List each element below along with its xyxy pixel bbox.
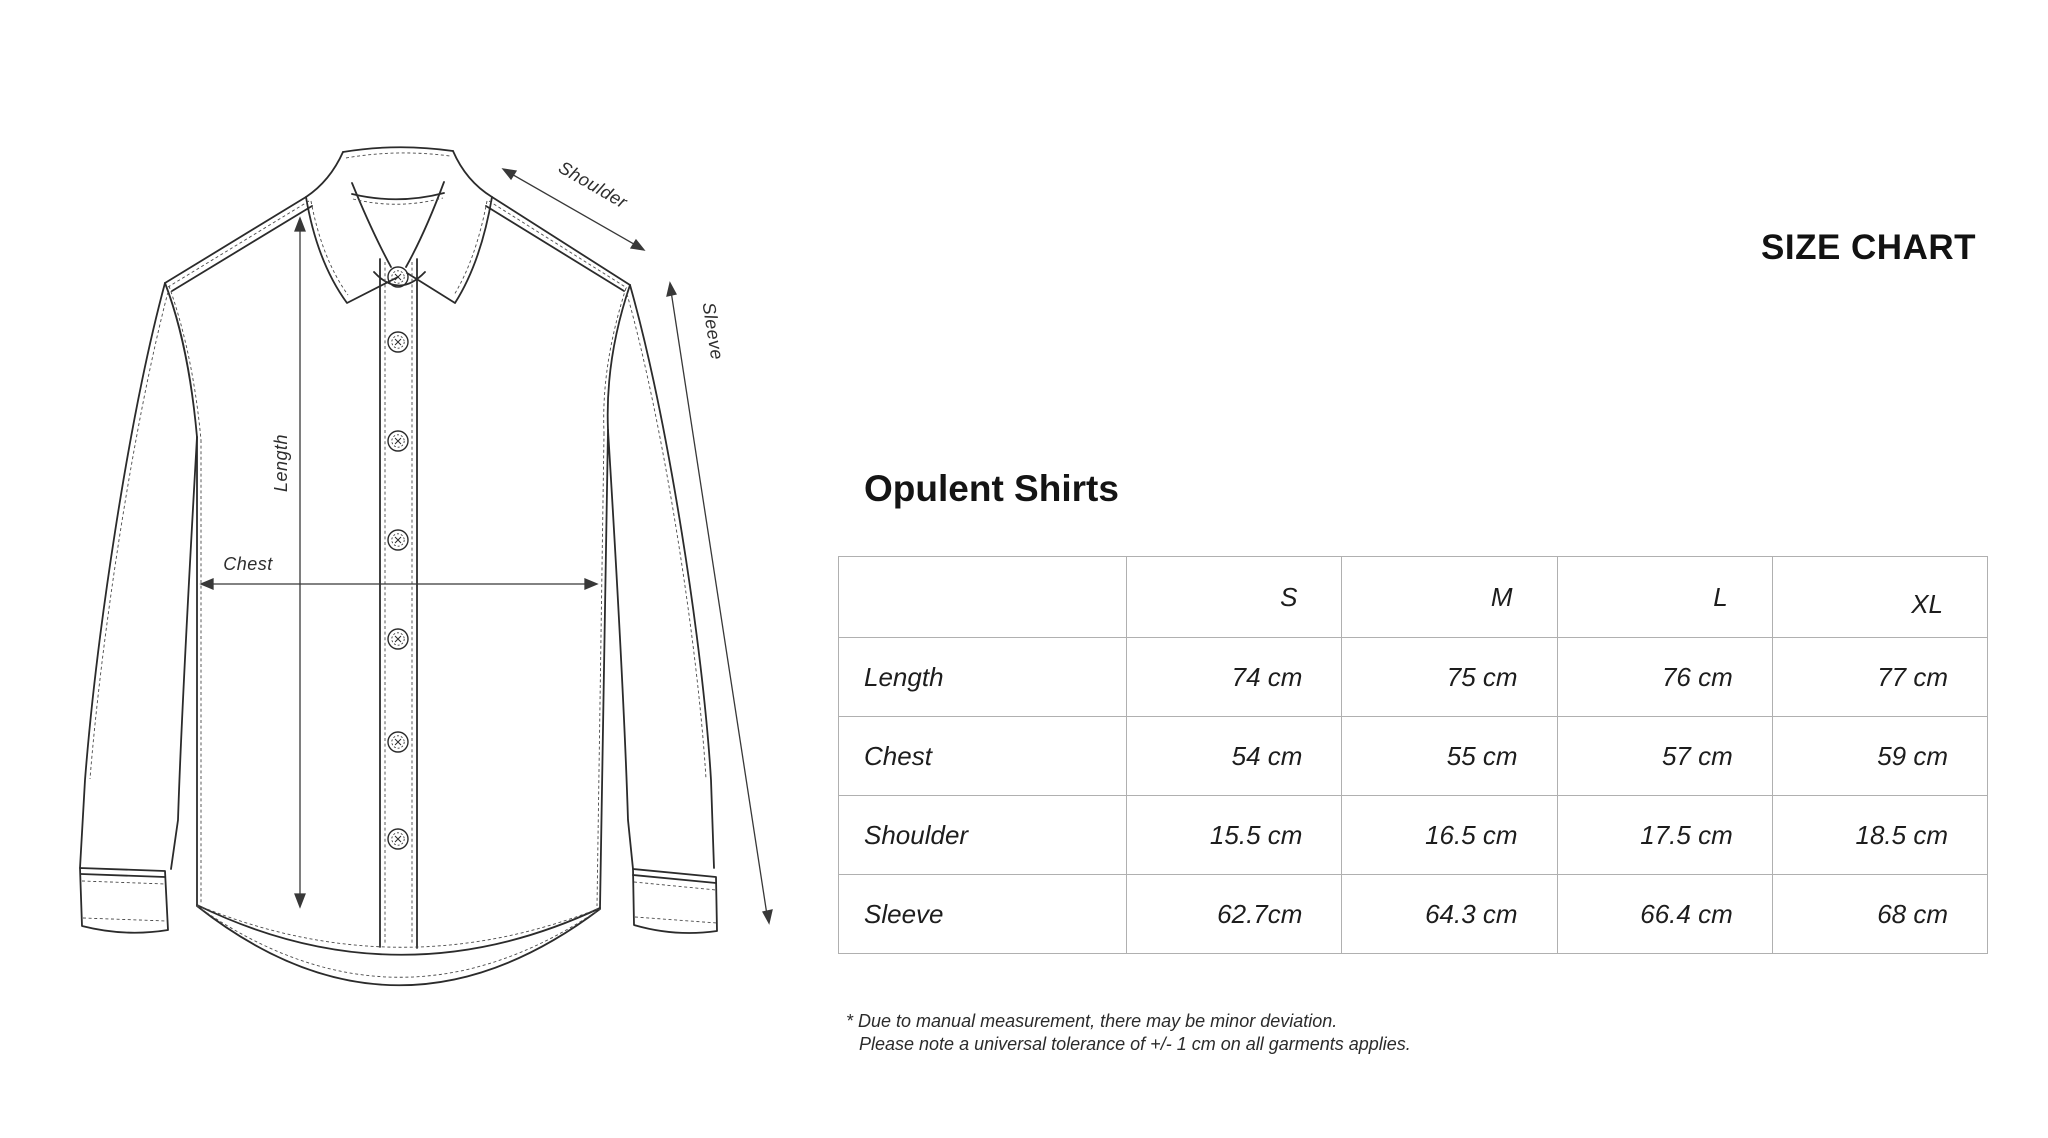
value-length-m: 75 cm (1341, 637, 1558, 717)
button (387, 731, 409, 753)
shirt-diagram: Shoulder Sleeve Length Chest (0, 0, 820, 1060)
value-shoulder-m: 16.5 cm (1341, 795, 1558, 875)
value-chest-xl: 59 cm (1771, 716, 1989, 796)
value-shoulder-xl: 18.5 cm (1771, 795, 1989, 875)
length-arrow (294, 216, 306, 909)
stitch-lines (81, 152, 718, 978)
value-sleeve-s: 62.7cm (1126, 874, 1343, 954)
value-sleeve-m: 64.3 cm (1341, 874, 1558, 954)
value-chest-m: 55 cm (1341, 716, 1558, 796)
value-chest-s: 54 cm (1126, 716, 1343, 796)
button (387, 331, 409, 353)
column-header-xl: XL (1771, 556, 1989, 638)
table-row-shoulder: Shoulder 15.5 cm 16.5 cm 17.5 cm 18.5 cm (837, 795, 1989, 875)
disclaimer-line-2: Please note a universal tolerance of +/-… (859, 1034, 1411, 1054)
measurement-arrows (199, 168, 773, 925)
value-shoulder-s: 15.5 cm (1126, 795, 1343, 875)
column-header-l: L (1556, 556, 1773, 638)
value-chest-l: 57 cm (1556, 716, 1773, 796)
table-corner-cell (837, 556, 1128, 638)
shirt-technical-drawing: Shoulder Sleeve Length Chest (79, 146, 773, 987)
row-label-sleeve: Sleeve (837, 874, 1128, 954)
length-dimension-label: Length (271, 434, 291, 492)
shirt-outline (79, 146, 718, 987)
row-label-chest: Chest (837, 716, 1128, 796)
value-sleeve-l: 66.4 cm (1556, 874, 1773, 954)
column-header-m: M (1341, 556, 1558, 638)
buttons (387, 266, 409, 850)
button (387, 529, 409, 551)
row-label-shoulder: Shoulder (837, 795, 1128, 875)
row-label-length: Length (837, 637, 1128, 717)
chest-dimension-label: Chest (223, 554, 273, 574)
measurement-disclaimer: * Due to manual measurement, there may b… (846, 1010, 1411, 1056)
value-sleeve-xl: 68 cm (1771, 874, 1989, 954)
product-name-heading: Opulent Shirts (864, 468, 1119, 509)
value-length-l: 76 cm (1556, 637, 1773, 717)
button (387, 266, 409, 288)
sleeve-dimension-label: Sleeve (699, 301, 728, 361)
disclaimer-line-1: * Due to manual measurement, there may b… (846, 1011, 1338, 1031)
button (387, 430, 409, 452)
shoulder-dimension-label: Shoulder (555, 157, 631, 213)
page-title: SIZE CHART (1761, 228, 1976, 267)
table-row-length: Length 74 cm 75 cm 76 cm 77 cm (837, 637, 1989, 717)
table-row-chest: Chest 54 cm 55 cm 57 cm 59 cm (837, 716, 1989, 796)
chest-arrow (199, 578, 599, 590)
value-length-s: 74 cm (1126, 637, 1343, 717)
size-table: S M L XL Length 74 cm 75 cm 76 cm 77 cm … (837, 556, 1989, 954)
column-header-s: S (1126, 556, 1343, 638)
size-table-header-row: S M L XL (837, 556, 1989, 638)
value-shoulder-l: 17.5 cm (1556, 795, 1773, 875)
value-length-xl: 77 cm (1771, 637, 1989, 717)
sleeve-arrow (666, 281, 773, 925)
shoulder-arrow (501, 168, 646, 251)
button (387, 828, 409, 850)
table-row-sleeve: Sleeve 62.7cm 64.3 cm 66.4 cm 68 cm (837, 874, 1989, 954)
button (387, 628, 409, 650)
